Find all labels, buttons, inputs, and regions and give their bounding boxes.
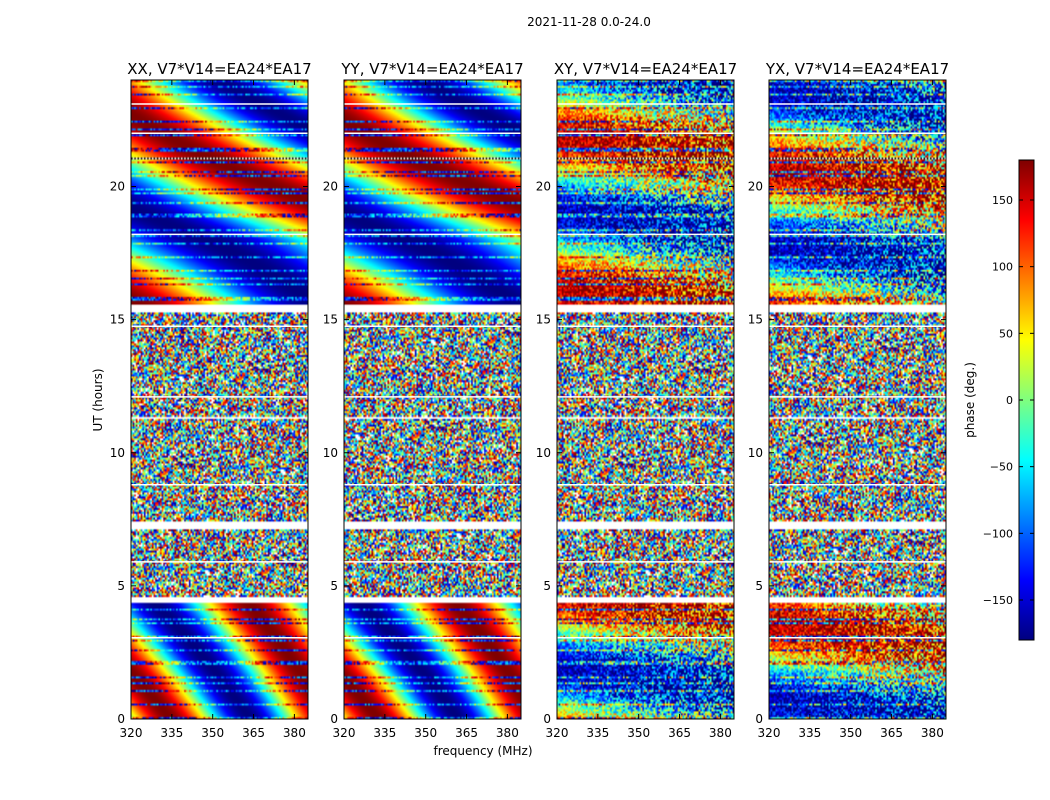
- y-tick-label: 5: [755, 579, 763, 593]
- panel-3: YX, V7*V14=EA24*EA17 320 335 350 365 380 0 5 10 1…: [748, 60, 949, 740]
- x-axis-label: frequency (MHz): [433, 744, 532, 758]
- heatmap-image: [769, 80, 946, 719]
- x-tick-label: 320: [120, 726, 143, 740]
- x-tick-label: 380: [283, 726, 306, 740]
- colorbar-ticks: 150 100 50 0 −50 −100 −150: [983, 194, 1034, 607]
- colorbar-tick-label: 150: [992, 194, 1013, 207]
- y-tick-label: 0: [330, 712, 338, 726]
- x-tick-label: 350: [414, 726, 437, 740]
- y-tick-label: 20: [323, 180, 338, 194]
- x-tick-label: 365: [455, 726, 478, 740]
- colorbar-tick-label: −50: [990, 461, 1013, 474]
- heatmap-image: [131, 80, 308, 719]
- panel-frame: [768, 79, 947, 720]
- panel-1: YY, V7*V14=EA24*EA17 320 335 350 365 380 0 5 10 1…: [323, 60, 524, 740]
- colorbar: 150 100 50 0 −50 −100 −150 phase (deg.): [963, 159, 1035, 641]
- x-tick-label: 380: [921, 726, 944, 740]
- x-tick-label: 335: [798, 726, 821, 740]
- x-tick-label: 335: [586, 726, 609, 740]
- y-tick-label: 20: [536, 180, 551, 194]
- y-tick-label: 0: [755, 712, 763, 726]
- y-tick-label: 5: [543, 579, 551, 593]
- y-tick-label: 15: [536, 313, 551, 327]
- colorbar-tick-label: 50: [999, 327, 1013, 340]
- panel-title: YX, V7*V14=EA24*EA17: [765, 60, 949, 78]
- y-axis-label: UT (hours): [91, 368, 105, 431]
- colorbar-tick-label: 100: [992, 261, 1013, 274]
- y-tick-label: 20: [110, 180, 125, 194]
- x-tick-label: 320: [333, 726, 356, 740]
- x-tick-label: 365: [242, 726, 265, 740]
- panel-frame: [556, 79, 735, 720]
- panel-title: XY, V7*V14=EA24*EA17: [554, 60, 737, 78]
- y-tick-label: 0: [117, 712, 125, 726]
- colorbar-tick-label: 0: [1006, 394, 1013, 407]
- x-tick-label: 350: [627, 726, 650, 740]
- y-tick-label: 15: [110, 313, 125, 327]
- x-tick-label: 335: [160, 726, 183, 740]
- panel-frame: [130, 79, 309, 720]
- x-tick-label: 320: [758, 726, 781, 740]
- colorbar-label: phase (deg.): [963, 362, 977, 438]
- heatmap-image: [557, 80, 734, 719]
- colorbar-tick-label: −150: [983, 594, 1013, 607]
- y-tick-label: 20: [748, 180, 763, 194]
- y-tick-label: 5: [117, 579, 125, 593]
- y-tick-label: 0: [543, 712, 551, 726]
- x-tick-label: 350: [201, 726, 224, 740]
- panels-group: XX, V7*V14=EA24*EA17 320 335 350 365 380 0 5 10 1…: [110, 60, 949, 740]
- x-tick-label: 365: [668, 726, 691, 740]
- y-tick-label: 5: [330, 579, 338, 593]
- y-tick-label: 10: [323, 446, 338, 460]
- y-tick-label: 15: [323, 313, 338, 327]
- x-tick-label: 380: [496, 726, 519, 740]
- x-tick-label: 320: [546, 726, 569, 740]
- y-tick-label: 10: [110, 446, 125, 460]
- heatmap-image: [344, 80, 521, 719]
- y-tick-label: 15: [748, 313, 763, 327]
- panel-2: XY, V7*V14=EA24*EA17 320 335 350 365 380 0 5 10 1…: [536, 60, 737, 740]
- panel-title: XX, V7*V14=EA24*EA17: [127, 60, 311, 78]
- x-tick-label: 335: [373, 726, 396, 740]
- x-tick-label: 350: [839, 726, 862, 740]
- x-tick-label: 365: [880, 726, 903, 740]
- y-tick-label: 10: [536, 446, 551, 460]
- figure-suptitle: 2021-11-28 0.0-24.0: [527, 15, 651, 29]
- panel-0: XX, V7*V14=EA24*EA17 320 335 350 365 380 0 5 10 1…: [110, 60, 312, 740]
- panel-frame: [343, 79, 522, 720]
- panel-title: YY, V7*V14=EA24*EA17: [340, 60, 523, 78]
- colorbar-tick-label: −100: [983, 527, 1013, 540]
- x-tick-label: 380: [709, 726, 732, 740]
- y-tick-label: 10: [748, 446, 763, 460]
